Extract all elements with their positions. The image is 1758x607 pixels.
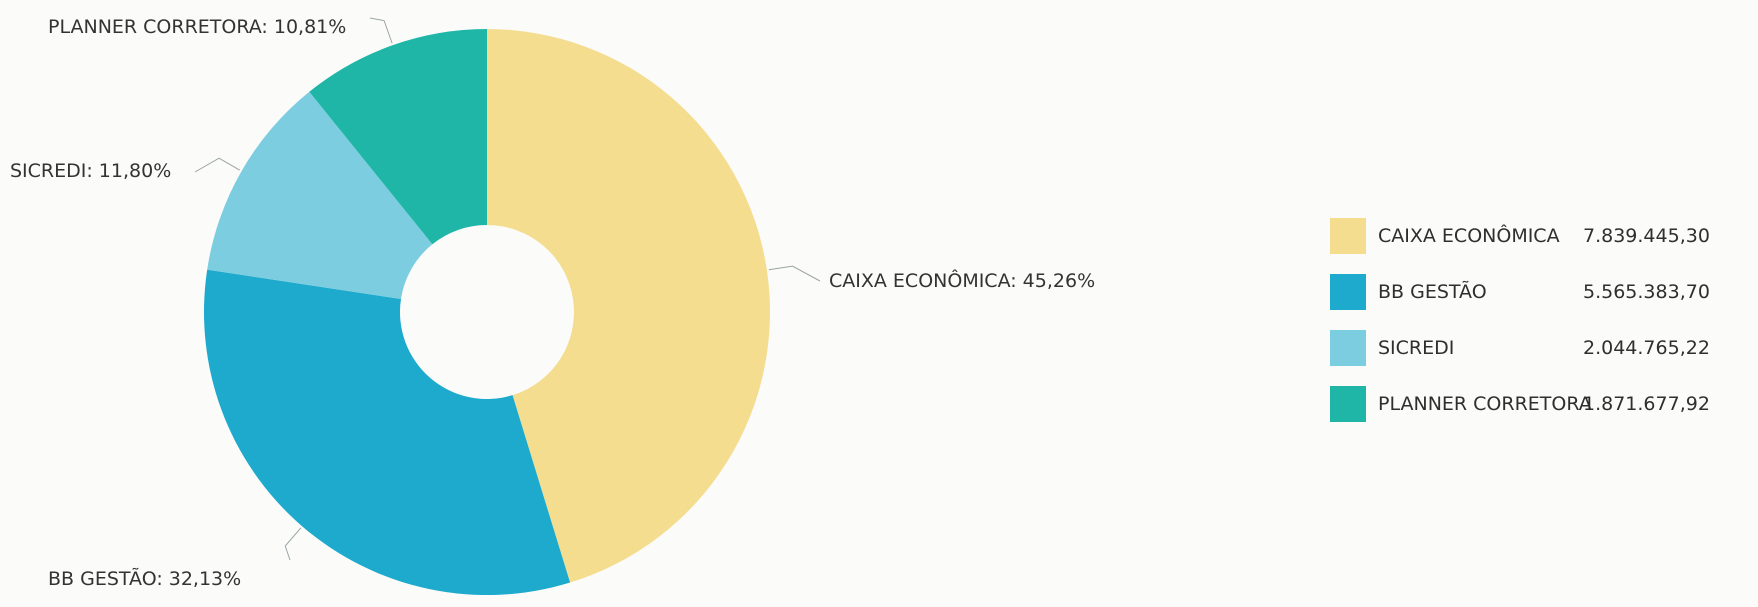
slice-planner-corretora (309, 29, 487, 245)
legend-label: SICREDI (1378, 337, 1455, 359)
legend-item-bb-gestao: BB GESTÃO 5.565.383,70 (1330, 272, 1750, 312)
legend-label: CAIXA ECONÔMICA (1378, 225, 1560, 247)
leader-line-caixa-economica (768, 265, 821, 282)
slice-label-planner-corretora: PLANNER CORRETORA: 10,81% (48, 16, 346, 38)
slice-label-sicredi: SICREDI: 11,80% (10, 160, 171, 182)
legend-item-caixa-economica: CAIXA ECONÔMICA 7.839.445,30 (1330, 216, 1750, 256)
legend-value: 2.044.765,22 (1583, 337, 1710, 359)
legend-label: PLANNER CORRETORA (1378, 393, 1592, 415)
legend-value: 7.839.445,30 (1583, 225, 1710, 247)
slice-sicredi (207, 91, 433, 299)
legend-item-planner-corretora: PLANNER CORRETORA 1.871.677,92 (1330, 384, 1750, 424)
legend-item-sicredi: SICREDI 2.044.765,22 (1330, 328, 1750, 368)
legend-swatch (1330, 218, 1366, 254)
legend-swatch (1330, 386, 1366, 422)
chart-legend: CAIXA ECONÔMICA 7.839.445,30 BB GESTÃO 5… (1330, 216, 1750, 440)
legend-swatch (1330, 274, 1366, 310)
slices-group (203, 29, 771, 595)
legend-value: 1.871.677,92 (1583, 393, 1710, 415)
legend-label: BB GESTÃO (1378, 281, 1487, 303)
leader-line-bb-gestao (284, 527, 302, 561)
slice-bb-gestao (203, 269, 571, 595)
legend-swatch (1330, 330, 1366, 366)
slice-labels-group: CAIXA ECONÔMICA: 45,26% BB GESTÃO: 32,13… (10, 16, 1095, 590)
leader-line-sicredi (194, 157, 241, 173)
legend-value: 5.565.383,70 (1583, 281, 1710, 303)
slice-label-caixa-economica: CAIXA ECONÔMICA: 45,26% (829, 268, 1095, 292)
slice-caixa-economica (487, 29, 771, 583)
leader-lines-group (194, 17, 821, 561)
slice-label-bb-gestao: BB GESTÃO: 32,13% (48, 567, 241, 590)
leader-line-planner-corretora (369, 17, 393, 44)
